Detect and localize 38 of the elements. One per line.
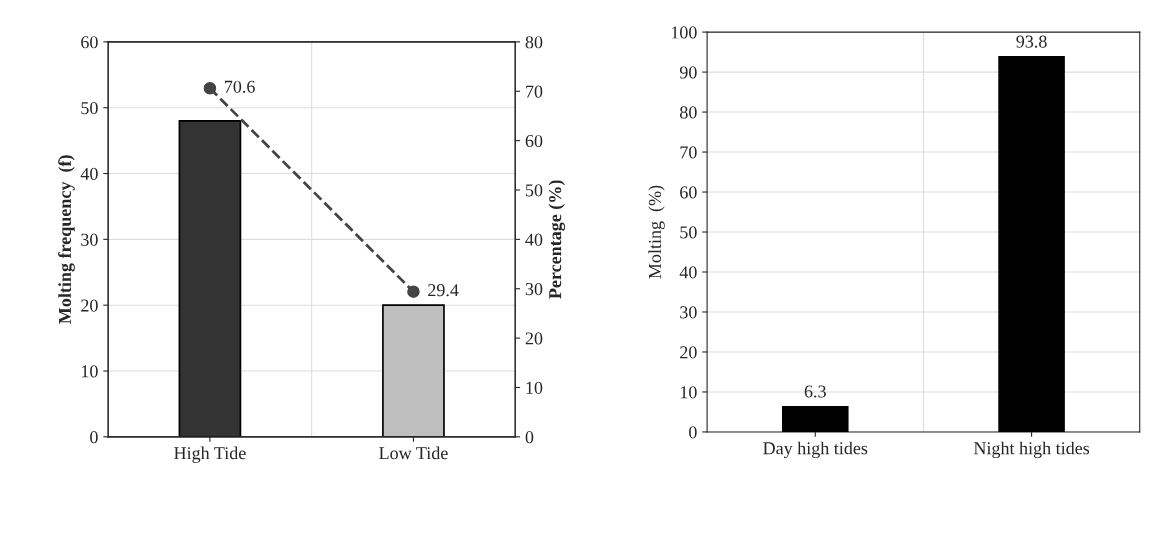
y2-tick-label: 20 [525,332,543,345]
y-tick-label: 90 [679,66,697,79]
y2-tick-label: 60 [525,134,543,148]
y-tick-label: 60 [81,36,98,49]
x-tick-label: Day high tides [763,441,868,459]
y-tick-label: 40 [679,266,697,279]
data-label: 70.6 [225,80,255,93]
y2-tick-label: 50 [525,184,543,197]
y2-tick-label: 0 [525,431,534,444]
y-tick-label: 20 [680,346,697,359]
y-tick-label: 50 [81,101,98,115]
x-tick-label: Night high tides [973,441,1090,459]
data-label: 93.8 [1016,35,1047,48]
y2-tick-label: 10 [526,381,543,394]
y2-tick-label: 30 [525,282,543,296]
y-tick-label: 10 [81,365,98,378]
data-label: 29.4 [428,284,459,297]
x-tick-label: High Tide [174,446,246,463]
y-tick-label: 60 [680,186,697,199]
y2-axis-title: Percentage (%) [548,180,566,299]
y-tick-label: 0 [689,426,697,439]
y-tick-label: 100 [671,26,697,39]
y-tick-label: 20 [81,299,98,312]
y-axis-title: Molting (%) [648,185,665,279]
data-label: 6.3 [804,385,826,398]
y-tick-label: 0 [90,431,98,444]
y2-tick-label: 40 [525,233,543,246]
y2-tick-label: 70 [526,85,543,98]
y-tick-label: 10 [680,386,697,399]
y-tick-label: 80 [680,106,697,119]
y-tick-label: 30 [680,306,697,319]
y-tick-label: 30 [81,233,98,246]
y-tick-label: 70 [680,146,697,159]
x-tick-label: Low Tide [379,446,448,460]
y-axis-title: Molting frequency (f) [58,155,75,324]
y-tick-label: 40 [80,167,98,180]
y-tick-label: 50 [680,226,697,239]
y2-tick-label: 80 [525,36,543,49]
